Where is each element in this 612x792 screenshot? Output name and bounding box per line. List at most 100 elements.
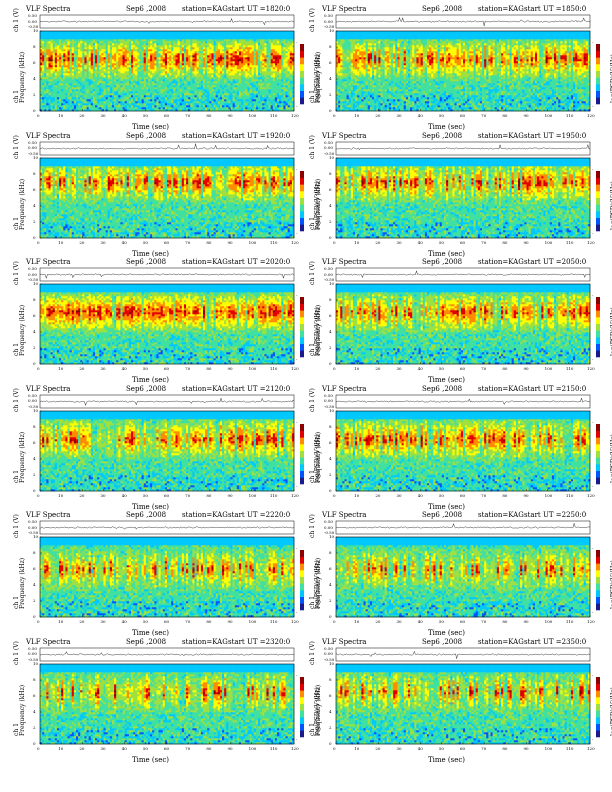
spectrogram-cell bbox=[291, 81, 295, 84]
spectrogram-cell bbox=[152, 51, 155, 54]
spectrogram-cell bbox=[86, 77, 89, 80]
spectrogram-cell bbox=[147, 71, 151, 74]
spectrogram-cell bbox=[48, 93, 51, 96]
spectrogram-cell bbox=[200, 73, 204, 76]
spectrogram-cell bbox=[131, 81, 134, 84]
spectrogram-cell bbox=[63, 59, 66, 62]
spectrogram-cell bbox=[92, 31, 96, 34]
spectrogram-cell bbox=[97, 67, 100, 70]
spectrogram-cell bbox=[135, 47, 138, 50]
spectrogram-cell bbox=[241, 65, 244, 68]
spectrogram-cell bbox=[40, 35, 43, 38]
spectrogram-cell bbox=[135, 31, 138, 34]
spectrogram-cell bbox=[128, 55, 132, 58]
spectrogram-cell bbox=[207, 73, 210, 76]
spectrogram-cell bbox=[99, 79, 102, 82]
spectrogram-cell bbox=[230, 95, 233, 98]
spectrogram-cell bbox=[249, 31, 252, 34]
spectrogram-cell bbox=[226, 65, 229, 68]
spectrogram-cell bbox=[88, 41, 92, 44]
spectrogram-cell bbox=[73, 107, 77, 110]
spectrogram-cell bbox=[287, 73, 291, 76]
spectrogram-cell bbox=[46, 89, 49, 92]
spectrogram-cell bbox=[101, 53, 104, 56]
spectrogram-cell bbox=[118, 91, 121, 94]
spectrogram-cell bbox=[158, 89, 161, 92]
spectrogram-cell bbox=[243, 61, 246, 64]
spectrogram-cell bbox=[272, 51, 276, 54]
spectrogram-cell bbox=[192, 109, 195, 112]
spectrogram-cell bbox=[97, 51, 100, 54]
spectrogram-cell bbox=[160, 107, 164, 110]
spectrogram-cell bbox=[171, 69, 174, 72]
spectrogram-cell bbox=[186, 89, 189, 92]
spectrogram-cell bbox=[137, 49, 140, 52]
spectrogram-cell bbox=[97, 109, 100, 112]
spectrogram-cell bbox=[84, 85, 87, 88]
spectrogram-cell bbox=[207, 107, 210, 110]
spectrogram-cell bbox=[120, 33, 123, 36]
spectrogram-cell bbox=[131, 91, 134, 94]
spectrogram-cell bbox=[270, 35, 274, 38]
spectrogram-cell bbox=[158, 69, 161, 72]
spectrogram-cell bbox=[283, 55, 286, 58]
spectrogram-cell bbox=[289, 85, 293, 88]
spectrogram-cell bbox=[164, 71, 168, 74]
spectrogram-cell bbox=[266, 55, 269, 58]
spectrogram-cell bbox=[202, 73, 206, 76]
spectrogram-cell bbox=[86, 91, 89, 94]
spectrogram-cell bbox=[243, 51, 246, 54]
spectrogram-cell bbox=[105, 61, 109, 64]
spectrogram-cell bbox=[283, 85, 286, 88]
spectrogram-cell bbox=[167, 59, 170, 62]
spectrogram-cell bbox=[69, 81, 73, 84]
spectrogram-cell bbox=[88, 55, 92, 58]
spectrogram-cell bbox=[150, 89, 153, 92]
spectrogram-cell bbox=[141, 103, 145, 106]
spectrogram-cell bbox=[54, 69, 58, 72]
spectrogram-cell bbox=[251, 41, 255, 44]
spectrogram-cell bbox=[230, 71, 233, 74]
spectrogram-cell bbox=[95, 41, 98, 44]
spectrogram-cell bbox=[258, 105, 261, 108]
spectrogram-cell bbox=[126, 91, 130, 94]
spectrogram-cell bbox=[268, 59, 272, 62]
spectrogram-cell bbox=[111, 63, 115, 66]
spectrogram-cell bbox=[287, 87, 291, 90]
spectrogram-cell bbox=[116, 85, 119, 88]
spectrogram-cell bbox=[175, 51, 178, 54]
spectrogram-cell bbox=[50, 51, 53, 54]
spectrogram-cell bbox=[133, 55, 136, 58]
spectrogram-cell bbox=[207, 61, 210, 64]
spectrogram-cell bbox=[73, 73, 77, 76]
spectrogram-cell bbox=[169, 85, 172, 88]
spectrogram-cell bbox=[207, 67, 210, 70]
spectrogram-cell bbox=[59, 89, 62, 92]
x-axis-label: Time (sec) bbox=[132, 123, 169, 131]
spectrogram-cell bbox=[340, 97, 343, 100]
spectrogram-cell bbox=[109, 51, 113, 54]
spectrogram-cell bbox=[42, 39, 45, 42]
spectrogram-cell bbox=[186, 101, 189, 104]
spectrogram-cell bbox=[213, 35, 216, 38]
spectrogram-cell bbox=[122, 91, 125, 94]
spectrogram-cell bbox=[150, 45, 153, 48]
spectrogram-cell bbox=[135, 89, 138, 92]
spectrogram-cell bbox=[169, 97, 172, 100]
spectrogram-cell bbox=[224, 47, 227, 50]
spectrogram-cell bbox=[186, 49, 189, 52]
spectrogram-cell bbox=[46, 45, 49, 48]
spectrogram-cell bbox=[69, 85, 73, 88]
spectrogram-cell bbox=[340, 103, 343, 106]
spectrogram-cell bbox=[217, 105, 221, 108]
spectrogram-cell bbox=[177, 77, 180, 80]
spectrogram-cell bbox=[139, 59, 142, 62]
spectrogram-cell bbox=[99, 31, 102, 34]
spectrogram-cell bbox=[67, 95, 70, 98]
spectrogram-cell bbox=[90, 79, 94, 82]
spectrogram-cell bbox=[145, 55, 149, 58]
spectrogram-cell bbox=[340, 71, 343, 74]
spectrogram-cell bbox=[95, 39, 98, 42]
spectrogram-cell bbox=[241, 83, 244, 86]
spectrogram-cell bbox=[272, 95, 276, 98]
